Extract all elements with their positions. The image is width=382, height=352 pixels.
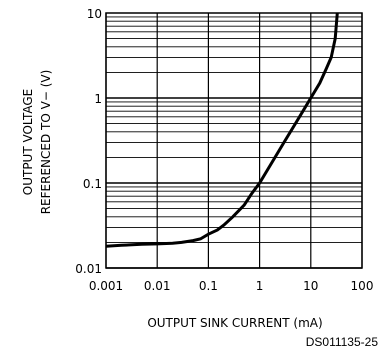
x-tick-label: 1 <box>256 279 264 293</box>
plot-frame <box>105 12 363 269</box>
series-line <box>105 12 339 248</box>
x-tick-labels: 0.001 0.01 0.1 1 10 100 <box>89 279 374 293</box>
x-tick-label: 100 <box>351 279 374 293</box>
y-axis-label-line2: REFERENCED TO V− (V) <box>39 70 53 215</box>
x-tick-label: 0.1 <box>199 279 218 293</box>
y-axis-label-line1: OUTPUT VOLTAGE <box>21 89 35 195</box>
y-tick-label: 0.01 <box>75 262 102 276</box>
x-tick-label: 0.01 <box>144 279 171 293</box>
x-tick-label: 0.001 <box>89 279 123 293</box>
y-tick-label: 10 <box>87 7 102 21</box>
x-axis-label: OUTPUT SINK CURRENT (mA) <box>147 316 322 330</box>
x-tick-label: 10 <box>303 279 318 293</box>
grid <box>105 13 363 269</box>
y-tick-labels: 0.01 0.1 1 10 <box>75 7 102 276</box>
figure-id: DS011135-25 <box>306 335 379 349</box>
y-tick-label: 0.1 <box>83 177 102 191</box>
y-tick-label: 1 <box>94 92 102 106</box>
